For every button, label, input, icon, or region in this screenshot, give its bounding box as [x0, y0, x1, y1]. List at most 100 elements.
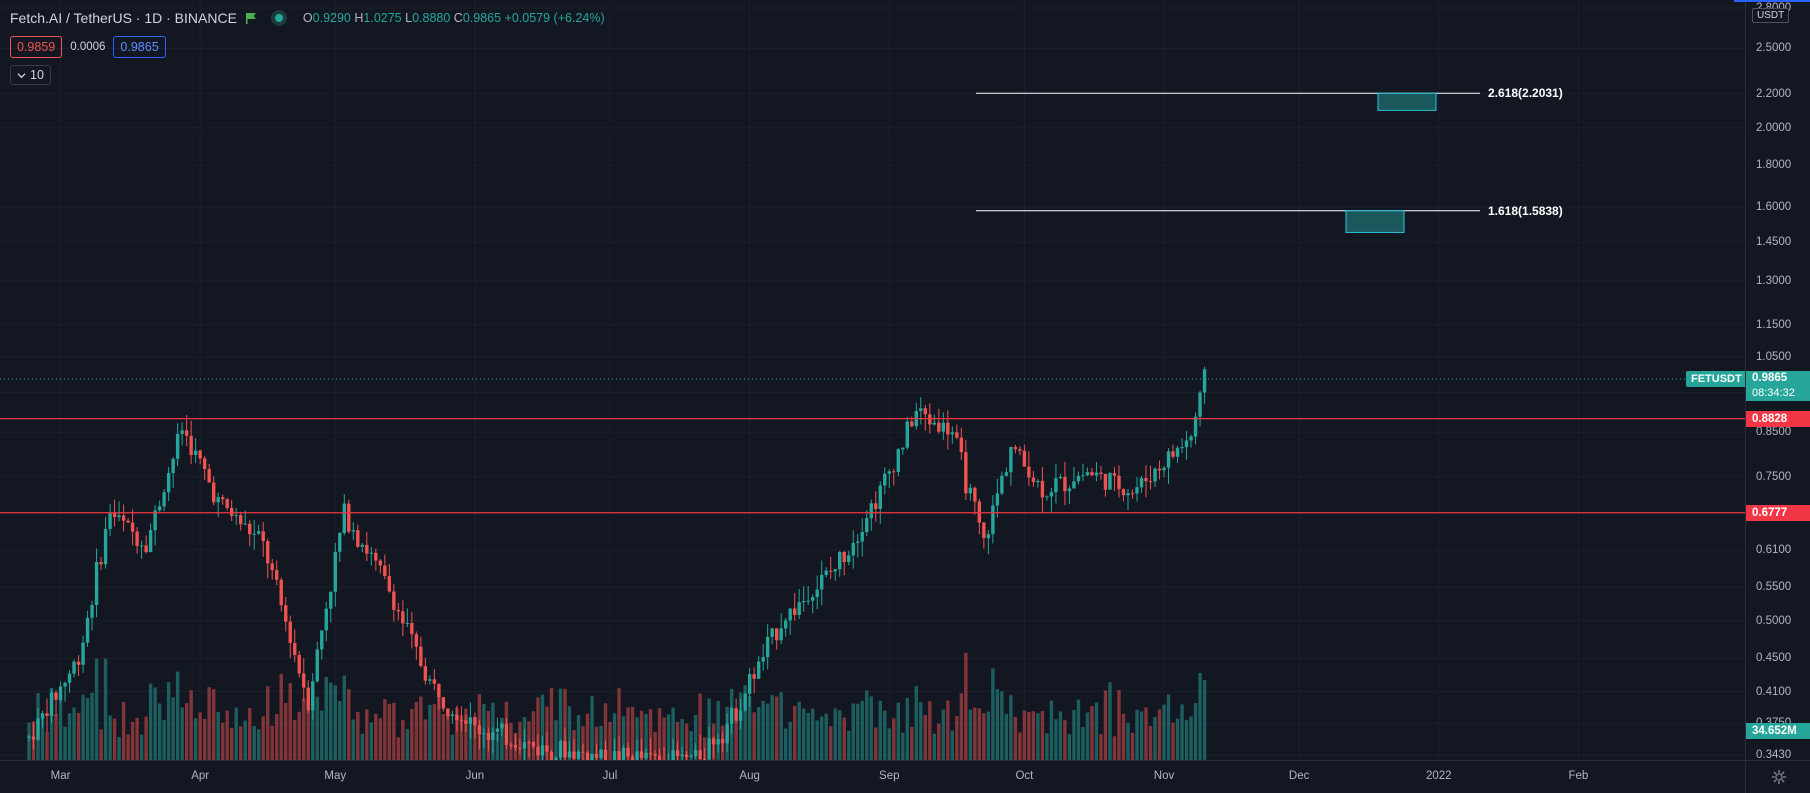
symbol-title[interactable]: Fetch.AI / TetherUS · 1D · BINANCE — [10, 10, 237, 26]
candle — [401, 600, 405, 636]
volume-bar — [612, 713, 617, 760]
candle — [1121, 488, 1126, 502]
volume-bar — [1018, 732, 1022, 760]
volume-bar — [279, 673, 283, 760]
volume-bar — [401, 719, 405, 760]
candle — [801, 586, 806, 612]
candle — [342, 494, 346, 536]
volume-bar — [968, 709, 973, 760]
volume-bar — [306, 691, 310, 760]
indicators-collapse-button[interactable]: 10 — [10, 65, 51, 85]
volume-bar — [261, 716, 265, 760]
candle — [135, 527, 139, 554]
time-scale[interactable]: Mar Apr May Jun Jul Aug Sep Oct Nov Dec 2022 Feb — [0, 760, 1745, 793]
price-tick-label: 1.4500 — [1756, 236, 1792, 249]
volume-bar — [365, 709, 369, 760]
candle — [329, 591, 333, 623]
candle — [468, 702, 473, 739]
candle — [428, 675, 432, 685]
volume-bar — [626, 707, 630, 760]
volume-bar — [166, 682, 171, 760]
volume-bar — [531, 711, 536, 760]
candle — [860, 518, 864, 557]
candle — [937, 408, 941, 434]
candles — [27, 366, 1207, 760]
candle — [486, 727, 491, 752]
volume-bar — [153, 687, 157, 760]
price-tick-label: 1.6000 — [1756, 201, 1792, 214]
price-tick-label: 0.4100 — [1756, 685, 1792, 698]
volume-bar — [112, 718, 117, 760]
flag-icon[interactable] — [245, 12, 257, 24]
volume-bar — [671, 707, 675, 760]
level-price-tag: 0.6777 — [1746, 504, 1810, 521]
candle — [995, 478, 1000, 518]
sell-button[interactable]: 0.9859 — [10, 36, 63, 58]
volume-bar — [666, 714, 671, 760]
volume-bar — [180, 707, 184, 760]
candle — [1013, 444, 1018, 454]
change-value: +0.0579 (+6.24%) — [504, 11, 605, 25]
time-tick-label: May — [324, 770, 347, 782]
volume-bar — [1144, 707, 1148, 760]
open-value: 0.9290 — [312, 11, 351, 25]
currency-unit-button[interactable]: USDT — [1752, 8, 1790, 23]
scale-settings-button[interactable] — [1745, 760, 1810, 793]
candle — [414, 631, 419, 660]
volume-bar — [175, 671, 180, 760]
price-chart[interactable] — [0, 0, 1745, 760]
buy-button[interactable]: 0.9865 — [113, 36, 166, 58]
indicator-count: 10 — [30, 68, 44, 82]
candle — [572, 738, 576, 760]
volume-bar — [815, 720, 819, 760]
candle — [829, 556, 833, 579]
volume-bar — [986, 711, 991, 760]
candle — [1180, 438, 1184, 454]
candle — [297, 651, 301, 678]
candle — [67, 669, 72, 693]
volume-bar — [1067, 734, 1072, 760]
candle — [1117, 465, 1121, 498]
symbol-price-tag: FETUSDT — [1686, 371, 1747, 387]
volume-bar — [257, 729, 261, 760]
candle — [108, 504, 112, 537]
candle — [1009, 446, 1013, 486]
candle — [959, 427, 964, 460]
volume-bar — [1009, 695, 1013, 760]
volume-bar — [211, 689, 216, 760]
volume-bar — [964, 652, 968, 760]
volume-bar — [67, 713, 72, 760]
volume-bar — [509, 722, 513, 760]
price-tick-label: 2.0000 — [1756, 121, 1792, 134]
candle — [1018, 446, 1022, 456]
volume-bar — [838, 710, 842, 760]
candle — [946, 410, 950, 450]
volume-bar — [117, 737, 121, 760]
volume-bar — [905, 697, 909, 760]
volume-bar — [540, 694, 545, 760]
candle — [193, 438, 198, 464]
time-tick-label: Jun — [465, 770, 485, 782]
target-zone-box — [1377, 92, 1437, 111]
volume-bar — [693, 715, 698, 760]
volume-bar — [437, 690, 441, 760]
volume-bar — [270, 725, 274, 760]
volume-bar — [162, 719, 166, 760]
candle — [360, 543, 365, 553]
bar-countdown: 08:34:32 — [1752, 387, 1795, 399]
candle — [671, 738, 675, 760]
volume-bar — [779, 692, 783, 760]
candle — [581, 743, 585, 760]
volume-bar — [567, 706, 572, 760]
current-price: 0.9865 — [1752, 372, 1788, 384]
volume-bar — [869, 696, 873, 760]
candle — [432, 669, 437, 691]
candle — [279, 577, 283, 612]
volume-bar — [1148, 725, 1153, 760]
volume-bar — [662, 717, 666, 760]
price-tick-label: 0.5500 — [1756, 581, 1792, 593]
chart-pane[interactable]: Fetch.AI / TetherUS · 1D · BINANCE O0.92… — [0, 0, 1747, 760]
volume-bar — [148, 683, 153, 760]
candle — [148, 523, 153, 553]
volume-bar — [1099, 734, 1103, 760]
